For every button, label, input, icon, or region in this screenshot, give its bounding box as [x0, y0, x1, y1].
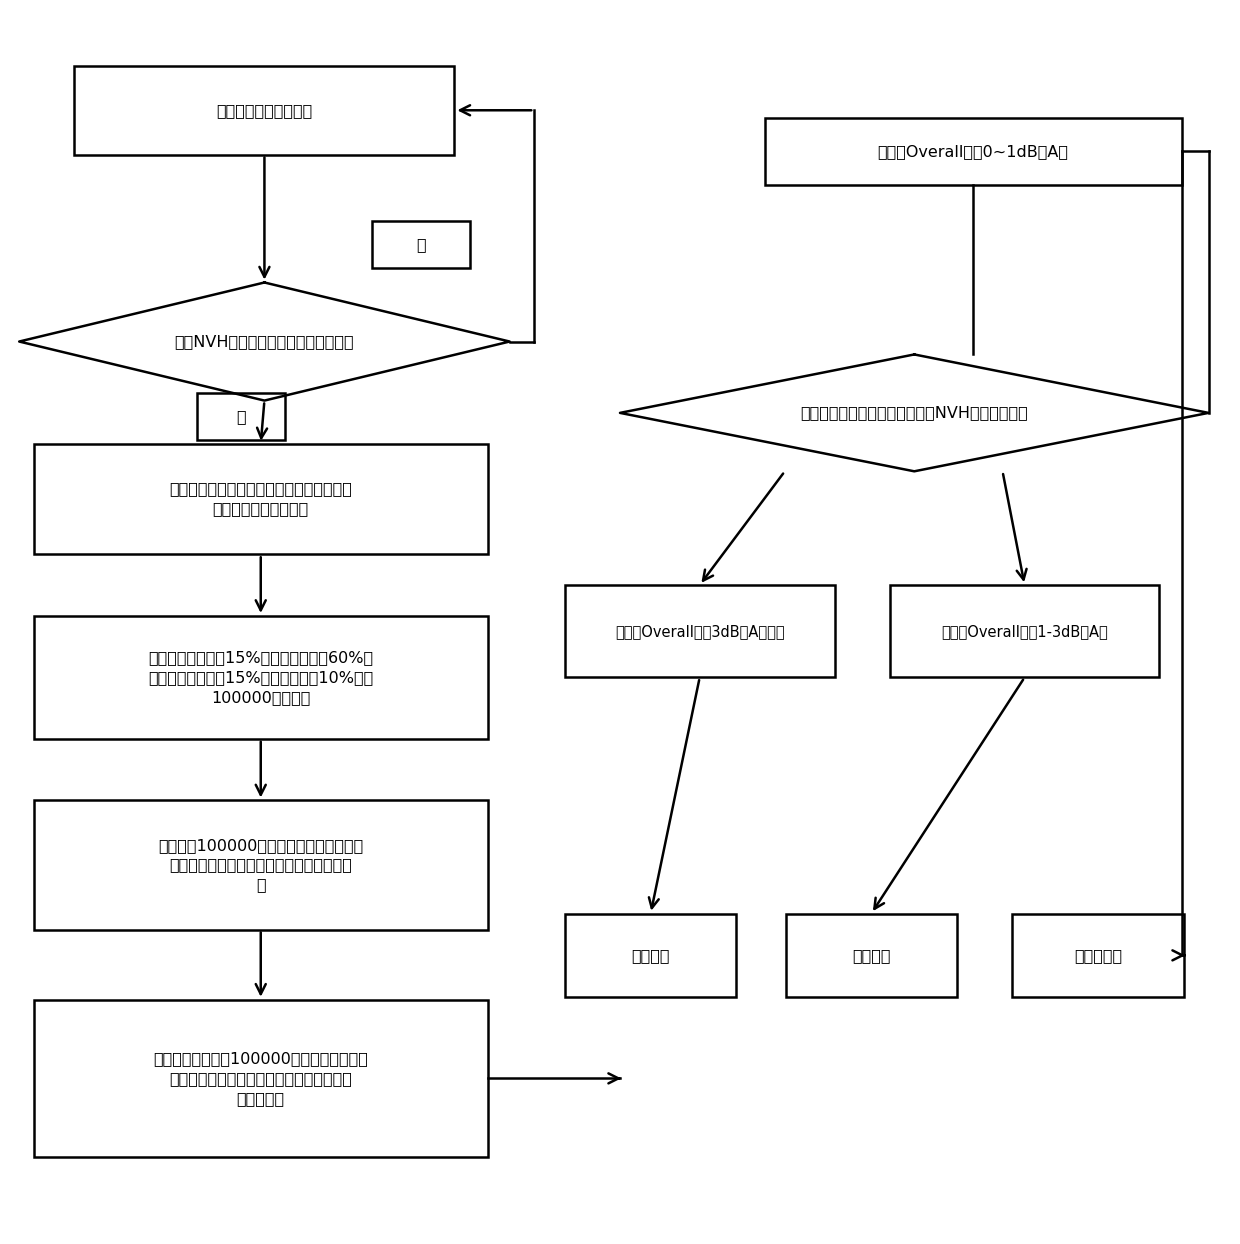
- Bar: [565, 585, 835, 677]
- Text: 噪声值Overall相差1-3dB（A）: 噪声值Overall相差1-3dB（A）: [941, 623, 1109, 638]
- Bar: [33, 616, 487, 739]
- Text: 基本无衰减: 基本无衰减: [1074, 948, 1122, 963]
- Text: 根据城市路况占比15%、高速路况占比60%、
城乡结合路况占比15%、山区路况占10%进行
100000公里路试: 根据城市路况占比15%、高速路况占比60%、 城乡结合路况占比15%、山区路况占…: [148, 651, 373, 704]
- Text: 对比初始状态以及100000公里路试后车内启
动、怠速、加速、匀速、滑行车内驾驶员右
耳噪声数据: 对比初始状态以及100000公里路试后车内启 动、怠速、加速、匀速、滑行车内驾驶…: [154, 1051, 368, 1106]
- Text: 选择量产水平样车一辆: 选择量产水平样车一辆: [216, 103, 312, 118]
- Polygon shape: [620, 355, 1209, 471]
- Text: 噪声值Overall相差3dB（A）以上: 噪声值Overall相差3dB（A）以上: [615, 623, 785, 638]
- Bar: [785, 913, 957, 998]
- Bar: [33, 1000, 487, 1157]
- Bar: [33, 800, 487, 929]
- Polygon shape: [19, 282, 510, 401]
- Text: 进行启动、怠速、加速、匀速、滑行工况车
内驾驶员右耳噪声测试: 进行启动、怠速、加速、匀速、滑行工况车 内驾驶员右耳噪声测试: [170, 481, 352, 516]
- Bar: [1012, 913, 1184, 998]
- Text: 进行NVH性能主观评价判断是否有故障: 进行NVH性能主观评价判断是否有故障: [175, 335, 355, 350]
- Bar: [74, 66, 455, 154]
- Text: 噪声值Overall相差0~1dB（A）: 噪声值Overall相差0~1dB（A）: [878, 144, 1069, 159]
- Bar: [890, 585, 1159, 677]
- Text: 否: 否: [237, 409, 246, 424]
- Bar: [33, 444, 487, 555]
- Text: 车辆完成100000公里路试后进行启动、怠
速、加速、匀速滑行车内驾驶员右耳噪声测
试: 车辆完成100000公里路试后进行启动、怠 速、加速、匀速滑行车内驾驶员右耳噪声…: [159, 837, 363, 892]
- Bar: [565, 913, 737, 998]
- Text: 根据衰减法则判断车辆是否存在NVH性能衰减程度: 根据衰减法则判断车辆是否存在NVH性能衰减程度: [800, 406, 1028, 420]
- Bar: [765, 118, 1182, 185]
- Bar: [372, 221, 470, 267]
- Text: 衰减严重: 衰减严重: [631, 948, 670, 963]
- Text: 是: 是: [417, 236, 427, 251]
- Text: 轻微衰减: 轻微衰减: [852, 948, 890, 963]
- Bar: [197, 393, 285, 440]
